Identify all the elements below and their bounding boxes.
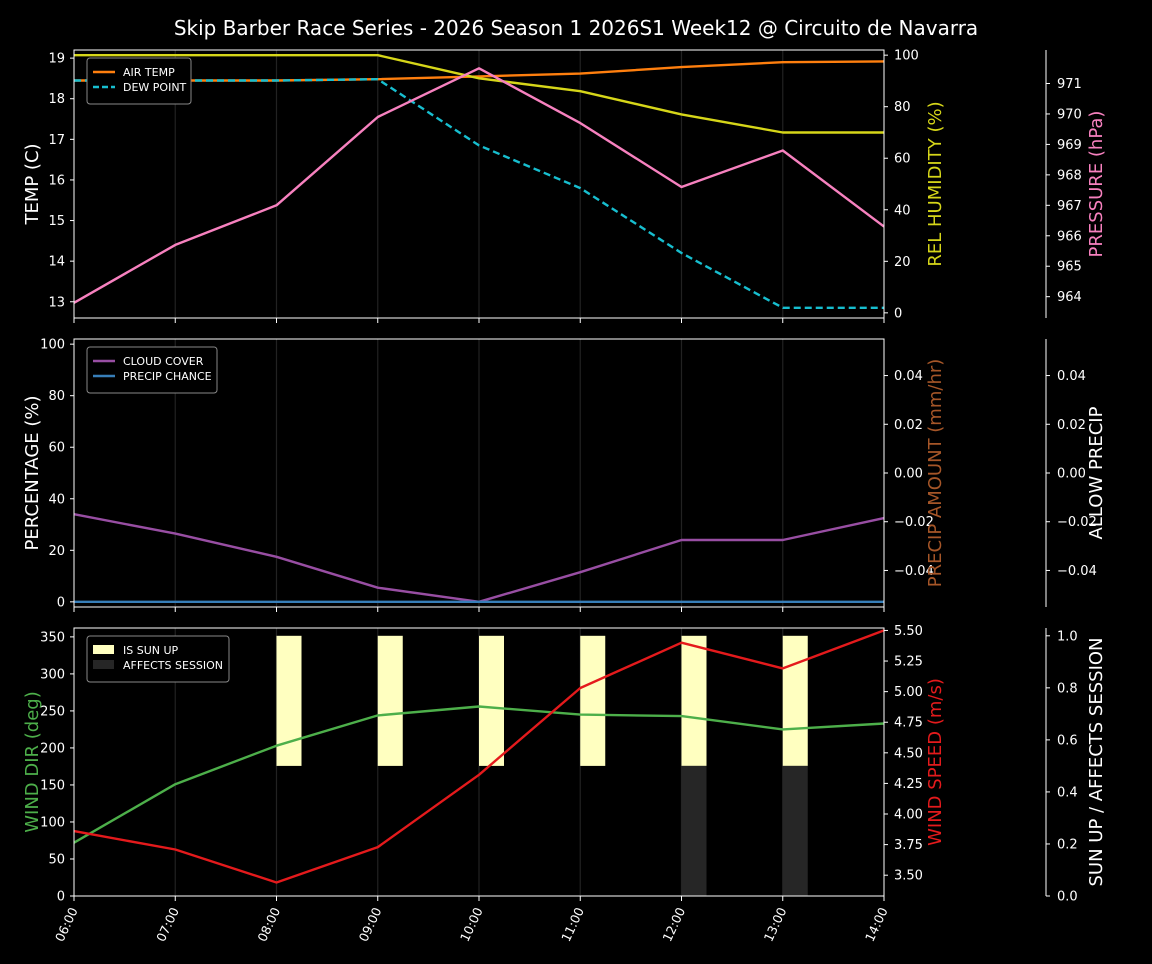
legend-label-is-sun-up: IS SUN UP xyxy=(123,644,179,657)
legend-label-affects-session: AFFECTS SESSION xyxy=(123,659,223,672)
affects-session-bar xyxy=(681,765,707,896)
affects-session-bar xyxy=(782,765,808,896)
y-tick-label: 19 xyxy=(48,52,65,67)
is-sun-up-bar xyxy=(681,635,707,766)
is-sun-up-bar xyxy=(580,635,606,766)
legend-swatch xyxy=(93,660,114,669)
right-tick-label: 0.00 xyxy=(894,467,923,482)
left-axis-label: PERCENTAGE (%) xyxy=(22,395,43,550)
right-tick-label: 5.25 xyxy=(894,655,923,670)
right-tick-label: −0.04 xyxy=(894,564,934,579)
right-tick-label: 0 xyxy=(894,306,902,321)
right-tick-label: −0.02 xyxy=(894,515,934,530)
y-tick-label: 14 xyxy=(48,255,65,270)
wind-dir-line xyxy=(73,705,885,844)
third-axis-label: SUN UP / AFFECTS SESSION xyxy=(1086,637,1107,886)
right-tick-label: 0.02 xyxy=(894,418,923,433)
y-tick-label: 18 xyxy=(48,92,65,107)
is-sun-up-bar xyxy=(276,635,302,766)
third-axis-tick-label: 0.2 xyxy=(1057,837,1078,852)
legend-box xyxy=(86,635,230,683)
right-tick-label: 40 xyxy=(894,203,911,218)
y-tick-label: 300 xyxy=(40,667,65,682)
right-tick-label: 4.75 xyxy=(894,716,923,731)
left-axis-label: TEMP (C) xyxy=(22,143,43,225)
third-axis-tick-label: 965 xyxy=(1057,260,1082,275)
y-tick-label: 40 xyxy=(48,492,65,507)
is-sun-up-bar xyxy=(377,635,403,766)
third-axis-tick-label: 966 xyxy=(1057,229,1082,244)
right-tick-label: 5.00 xyxy=(894,685,923,700)
is-sun-up-bar xyxy=(479,635,504,766)
third-axis-tick-label: 0.0 xyxy=(1057,890,1078,905)
third-axis-tick-label: 964 xyxy=(1057,290,1082,305)
y-tick-label: 16 xyxy=(48,173,65,188)
y-tick-label: 60 xyxy=(48,441,65,456)
third-axis-tick-label: 0.04 xyxy=(1057,369,1086,384)
y-tick-label: 0 xyxy=(57,890,65,905)
right-tick-label: 80 xyxy=(894,100,911,115)
legend-label-dew-point: DEW POINT xyxy=(123,81,187,94)
right-tick-label: 5.50 xyxy=(894,624,923,639)
pressure-line xyxy=(73,67,885,304)
is-sun-up-bar xyxy=(782,635,808,766)
right-tick-label: 100 xyxy=(894,49,919,64)
third-axis-tick-label: 0.02 xyxy=(1057,418,1086,433)
right-axis-label: PRECIP AMOUNT (mm/hr) xyxy=(925,359,946,588)
y-tick-label: 100 xyxy=(40,815,65,830)
third-axis-tick-label: 0.00 xyxy=(1057,467,1086,482)
right-tick-label: 4.25 xyxy=(894,777,923,792)
third-axis-tick-label: 968 xyxy=(1057,168,1082,183)
panel-2: 0 20 40 60 80 100 −0.04 −0.02 0.00 0.02 0.04 −0.04 −… xyxy=(22,338,1107,612)
legend-box xyxy=(86,57,192,105)
chart-title: Skip Barber Race Series - 2026 Season 1 … xyxy=(174,16,978,40)
y-tick-label: 17 xyxy=(48,133,65,148)
y-tick-label: 15 xyxy=(48,214,65,229)
third-axis-tick-label: 970 xyxy=(1057,107,1082,122)
right-axis-label: WIND SPEED (m/s) xyxy=(925,678,946,846)
right-tick-label: 60 xyxy=(894,152,911,167)
y-tick-label: 250 xyxy=(40,704,65,719)
right-tick-label: 4.50 xyxy=(894,746,923,761)
left-axis-label: WIND DIR (deg) xyxy=(22,691,43,833)
y-tick-label: 150 xyxy=(40,778,65,793)
wind-speed-line xyxy=(73,629,885,884)
y-tick-label: 20 xyxy=(48,544,65,559)
third-axis-tick-label: 971 xyxy=(1057,77,1082,92)
right-tick-label: 20 xyxy=(894,255,911,270)
dew-point-line xyxy=(74,77,884,309)
y-tick-label: 50 xyxy=(48,852,65,867)
right-tick-label: 0.04 xyxy=(894,369,923,384)
third-axis-tick-label: 0.8 xyxy=(1057,681,1078,696)
legend-swatch xyxy=(93,645,114,654)
y-tick-label: 0 xyxy=(57,595,65,610)
y-tick-label: 13 xyxy=(48,295,65,310)
legend-label-cloud-cover: CLOUD COVER xyxy=(123,355,204,368)
legend-label-air-temp: AIR TEMP xyxy=(123,66,175,79)
third-axis-tick-label: 969 xyxy=(1057,138,1082,153)
third-axis-tick-label: −0.04 xyxy=(1057,564,1097,579)
y-tick-label: 80 xyxy=(48,389,65,404)
rel-humidity-line xyxy=(74,54,884,134)
third-axis-label: ALLOW PRECIP xyxy=(1086,406,1107,539)
right-axis-label: REL HUMIDITY (%) xyxy=(925,101,946,266)
right-tick-label: 3.50 xyxy=(894,869,923,884)
right-tick-label: 3.75 xyxy=(894,838,923,853)
third-axis-label: PRESSURE (hPa) xyxy=(1086,111,1107,258)
y-tick-label: 350 xyxy=(40,630,65,645)
panel-1: 13 14 15 16 17 18 19 0 20 40 60 80 100 964 965 966 967 96… xyxy=(22,49,1107,323)
right-tick-label: 4.00 xyxy=(894,808,923,823)
third-axis-tick-label: 967 xyxy=(1057,199,1082,214)
third-axis-tick-label: 0.4 xyxy=(1057,785,1078,800)
third-axis-tick-label: 1.0 xyxy=(1057,629,1078,644)
y-tick-label: 100 xyxy=(40,338,65,353)
third-axis-tick-label: 0.6 xyxy=(1057,733,1078,748)
legend-box xyxy=(86,346,218,394)
third-axis-tick-label: −0.02 xyxy=(1057,515,1097,530)
legend-label-precip-chance: PRECIP CHANCE xyxy=(123,370,212,383)
y-tick-label: 200 xyxy=(40,741,65,756)
panel-3: 0 50 100 150 200 250 300 350 3.50 3.75 4.00 4.25 4.5… xyxy=(22,624,1107,905)
